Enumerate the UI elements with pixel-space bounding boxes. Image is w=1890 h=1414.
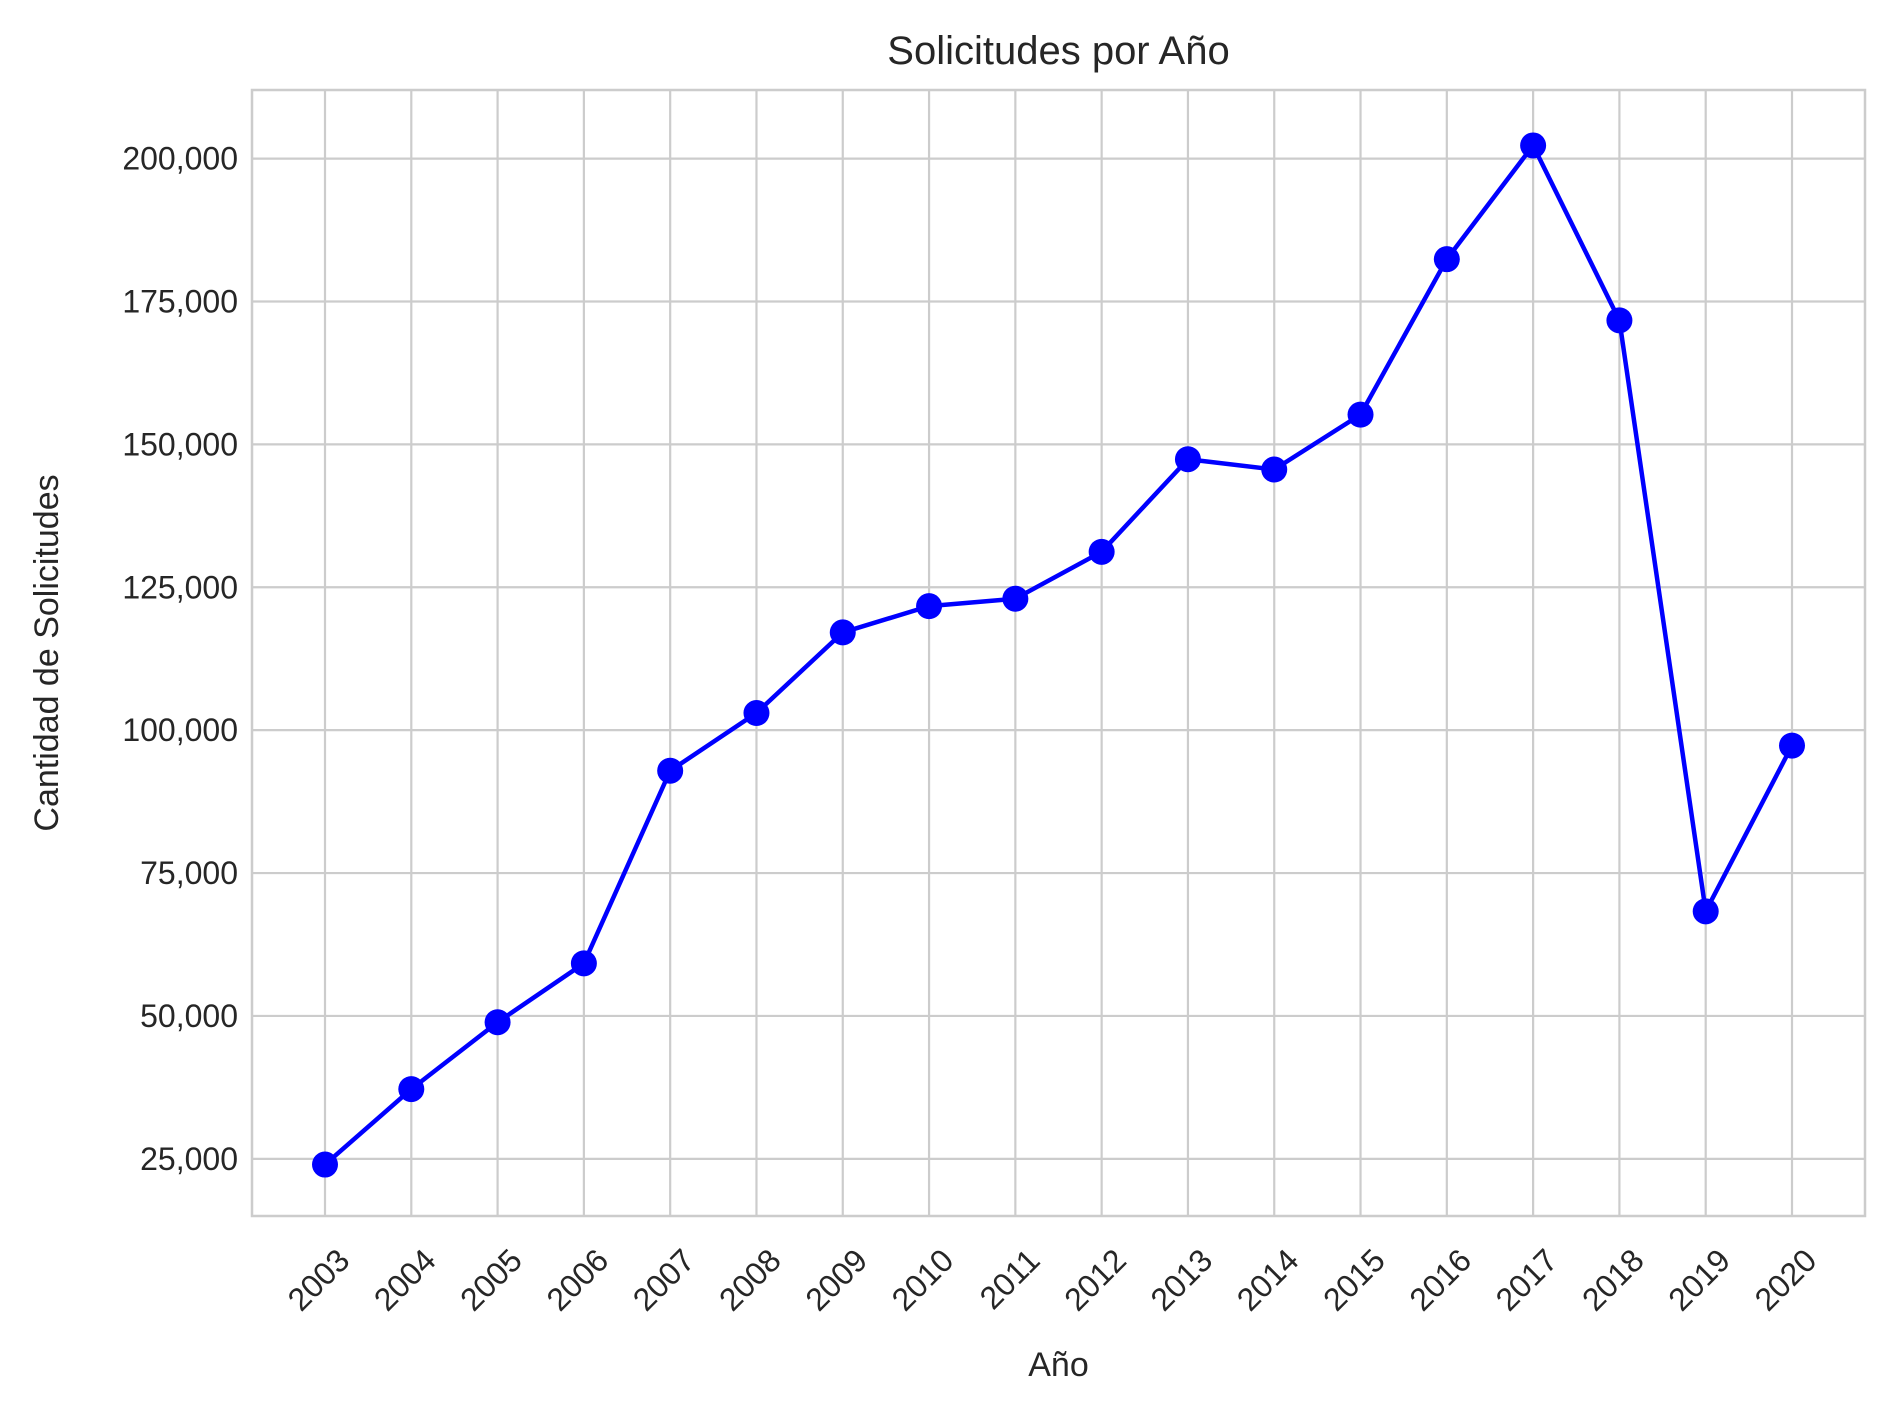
data-point — [570, 950, 597, 977]
data-point — [829, 619, 856, 646]
data-point — [1520, 132, 1547, 159]
y-tick-label: 175,000 — [122, 283, 238, 319]
y-tick-label: 50,000 — [140, 998, 238, 1034]
series-line — [323, 143, 1794, 1167]
y-tick-label: 125,000 — [122, 569, 238, 605]
data-point — [657, 757, 684, 784]
grid-lines — [252, 90, 1865, 1216]
chart-title: Solicitudes por Año — [887, 29, 1229, 73]
y-tick-label: 75,000 — [140, 855, 238, 891]
data-point — [743, 700, 770, 727]
data-point — [1261, 456, 1288, 483]
x-axis-label: Año — [1028, 1346, 1089, 1384]
y-tick-labels: 25,000 50,000 75,000 100,000 125,000 150,000 1… — [122, 141, 238, 1177]
data-point — [1088, 538, 1115, 565]
plot-area-frame — [250, 88, 1867, 1218]
y-tick-label: 150,000 — [122, 426, 238, 462]
y-tick-label: 100,000 — [122, 712, 238, 748]
y-tick-label: 25,000 — [140, 1141, 238, 1177]
data-point — [1606, 307, 1633, 334]
data-point — [1002, 585, 1029, 612]
data-point — [1692, 898, 1719, 925]
data-point — [312, 1151, 338, 1178]
data-point — [916, 593, 943, 620]
data-point — [1779, 732, 1805, 759]
y-axis-label: Cantidad de Solicitudes — [28, 474, 66, 831]
data-point — [484, 1009, 511, 1036]
data-point — [398, 1076, 425, 1103]
y-tick-label: 200,000 — [122, 141, 238, 177]
series-layer — [312, 132, 1805, 1178]
data-point — [1347, 401, 1374, 428]
data-point — [1433, 246, 1460, 273]
data-point — [1174, 446, 1201, 473]
